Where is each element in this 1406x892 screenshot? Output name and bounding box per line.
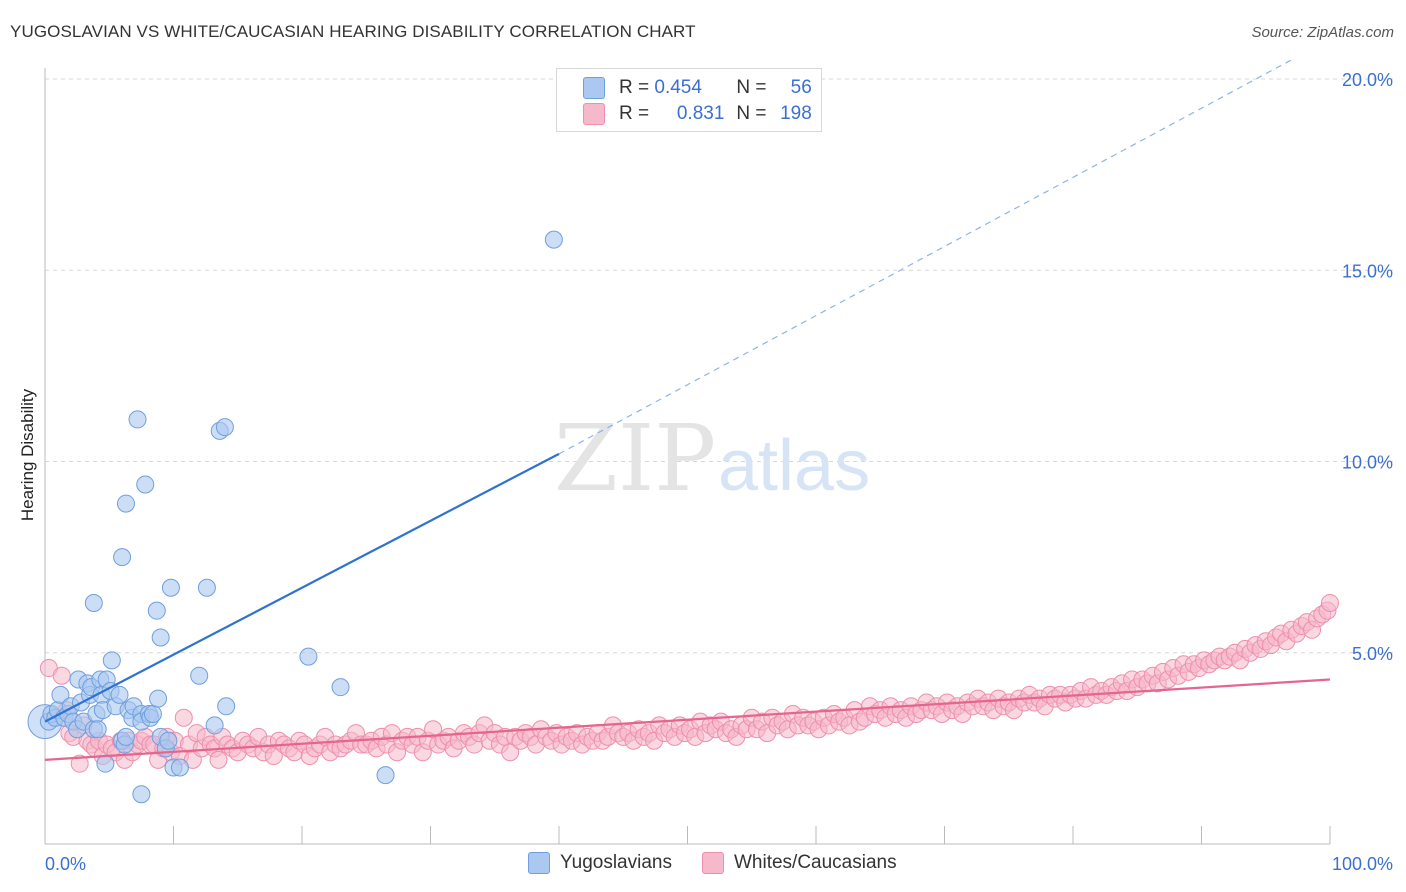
data-point-yugoslavians	[116, 727, 135, 746]
y-tick-label: 20.0%	[1342, 70, 1393, 90]
data-point-whites	[174, 708, 193, 727]
yugoslavians-points	[27, 230, 563, 804]
n-label: N =	[736, 77, 767, 98]
n-value: 198	[780, 103, 812, 124]
stats-legend: R = 0.454 N = 56 R = 0.831 N = 198	[556, 68, 822, 132]
data-point-yugoslavians	[143, 704, 162, 723]
legend-row-yugoslavians: R = 0.454 N = 56	[583, 77, 812, 99]
grid-lines	[45, 78, 1393, 654]
trend-lines	[44, 59, 1331, 761]
trend-line-yugoslavians-extension	[558, 59, 1292, 455]
legend-label: Yugoslavians	[560, 852, 672, 873]
data-point-yugoslavians	[96, 754, 115, 773]
data-point-yugoslavians	[128, 410, 147, 429]
legend-item-yugoslavians: Yugoslavians	[528, 852, 672, 874]
blue-swatch	[583, 77, 605, 99]
data-point-yugoslavians	[544, 230, 563, 249]
y-tick-label: 10.0%	[1342, 453, 1393, 473]
data-point-yugoslavians	[331, 678, 350, 697]
y-axis-label: Hearing Disability	[18, 388, 37, 521]
data-point-yugoslavians	[102, 651, 121, 670]
n-value: 56	[790, 77, 812, 98]
y-tick-label: 15.0%	[1342, 261, 1393, 281]
data-point-yugoslavians	[147, 601, 166, 620]
y-tick-label: 5.0%	[1352, 644, 1393, 664]
data-point-yugoslavians	[205, 716, 224, 735]
data-point-yugoslavians	[190, 666, 209, 685]
data-point-yugoslavians	[376, 766, 395, 785]
data-point-yugoslavians	[151, 628, 170, 647]
data-point-yugoslavians	[197, 578, 216, 597]
data-point-yugoslavians	[136, 475, 155, 494]
n-label: N =	[736, 103, 767, 124]
whites-caucasians-points	[39, 594, 1339, 773]
trend-line-yugoslavians	[44, 452, 560, 723]
data-point-yugoslavians	[84, 594, 103, 613]
series-legend: Yugoslavians Whites/Caucasians	[528, 852, 927, 874]
tick-labels: 5.0% 10.0% 15.0% 20.0% 0.0% 100.0%	[45, 70, 1393, 874]
data-point-yugoslavians	[170, 758, 189, 777]
chart-title: YUGOSLAVIAN VS WHITE/CAUCASIAN HEARING D…	[10, 22, 696, 41]
r-label: R =	[619, 103, 650, 124]
data-point-yugoslavians	[116, 494, 135, 513]
data-point-yugoslavians	[88, 720, 107, 739]
r-value: 0.454	[654, 77, 702, 98]
legend-item-whites: Whites/Caucasians	[701, 852, 897, 874]
data-point-whites	[70, 754, 89, 773]
blue-swatch	[528, 852, 550, 874]
legend-row-whites: R = 0.831 N = 198	[583, 103, 812, 125]
watermark: ZIP atlas	[554, 405, 870, 512]
watermark-atlas: atlas	[718, 426, 870, 506]
r-value: 0.831	[676, 103, 725, 124]
data-point-whites	[1321, 594, 1339, 613]
pink-swatch	[583, 103, 605, 125]
watermark-zip: ZIP	[554, 405, 716, 512]
legend-label: Whites/Caucasians	[733, 852, 897, 873]
data-point-yugoslavians	[159, 731, 178, 750]
data-point-yugoslavians	[299, 647, 318, 666]
r-label: R =	[619, 77, 650, 98]
data-point-whites	[209, 750, 228, 769]
pink-swatch	[701, 852, 724, 874]
data-point-yugoslavians	[149, 689, 168, 708]
data-point-yugoslavians	[113, 548, 132, 567]
data-point-yugoslavians	[215, 418, 234, 437]
data-point-yugoslavians	[51, 685, 70, 704]
trend-line-whites	[44, 678, 1331, 761]
data-point-whites	[52, 666, 71, 685]
data-point-yugoslavians	[132, 785, 151, 804]
source-credit: Source: ZipAtlas.com	[1251, 24, 1394, 41]
x-tick-label: 0.0%	[45, 854, 86, 874]
data-point-yugoslavians	[217, 697, 236, 716]
x-tick-label: 100.0%	[1332, 854, 1393, 874]
data-point-yugoslavians	[110, 685, 129, 704]
data-point-yugoslavians	[161, 578, 180, 597]
